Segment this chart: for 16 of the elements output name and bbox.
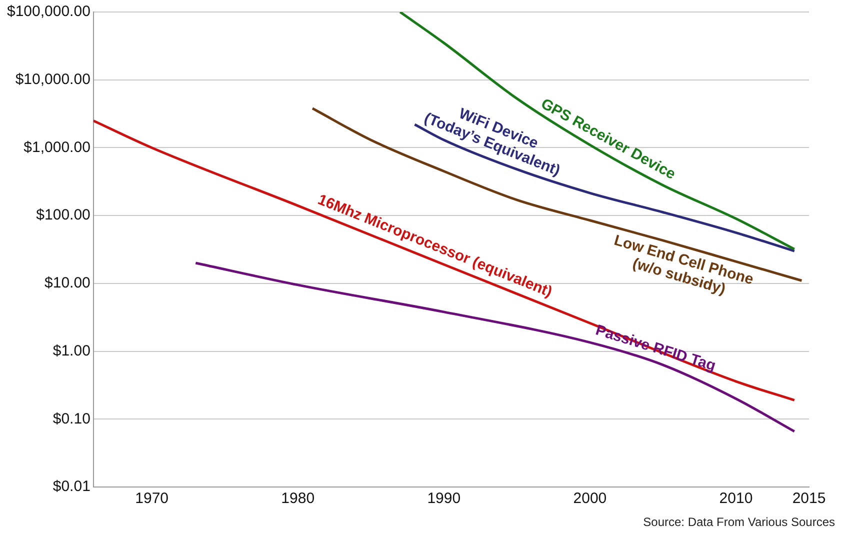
text: Passive RFID Tag <box>594 322 718 375</box>
x-tick-label: 2015 <box>792 490 826 508</box>
y-tick-label: $0.01 <box>52 478 90 496</box>
x-tick-label: 1990 <box>427 490 461 508</box>
y-tick-label: $1,000.00 <box>24 138 90 156</box>
y-tick-label: $100,000.00 <box>6 3 90 20</box>
y-tick-label: $100.00 <box>36 206 90 224</box>
x-tick-label: 2000 <box>573 490 607 508</box>
source-note: Source: Data From Various Sources <box>642 515 835 531</box>
y-tick-label: $0.10 <box>52 410 90 428</box>
y-tick-label: $10,000.00 <box>15 71 90 88</box>
x-tick-label: 1980 <box>281 490 315 508</box>
y-tick-label: $10.00 <box>44 274 90 292</box>
x-tick-label: 2010 <box>719 490 753 508</box>
y-tick-label: $1.00 <box>52 342 90 360</box>
x-tick-label: 1970 <box>135 490 169 508</box>
